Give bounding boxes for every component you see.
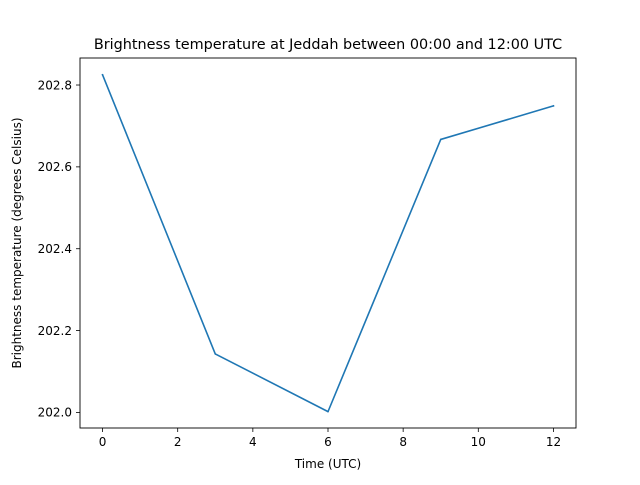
chart-title: Brightness temperature at Jeddah between… bbox=[94, 37, 562, 53]
x-tick-label: 2 bbox=[174, 435, 182, 449]
x-tick-label: 12 bbox=[546, 435, 561, 449]
data-point bbox=[327, 410, 329, 413]
data-point bbox=[552, 105, 555, 107]
data-point bbox=[439, 138, 442, 141]
data-point bbox=[214, 353, 217, 355]
x-tick-label: 0 bbox=[99, 435, 107, 449]
x-axis: 0 2 4 6 8 10 12 bbox=[99, 428, 561, 449]
x-tick-label: 8 bbox=[399, 435, 407, 449]
y-tick-label: 202.0 bbox=[38, 406, 72, 420]
y-axis: 202.0 202.2 202.4 202.6 202.8 bbox=[38, 78, 80, 420]
x-tick-label: 10 bbox=[471, 435, 486, 449]
y-tick-label: 202.6 bbox=[38, 160, 72, 174]
series-layer bbox=[101, 73, 555, 413]
y-tick-label: 202.8 bbox=[38, 78, 72, 92]
x-tick-label: 4 bbox=[249, 435, 257, 449]
y-axis-label: Brightness temperature (degrees Celsius) bbox=[10, 118, 24, 369]
x-tick-label: 6 bbox=[324, 435, 332, 449]
data-point bbox=[101, 73, 104, 76]
y-tick-label: 202.2 bbox=[38, 324, 72, 338]
y-tick-label: 202.4 bbox=[38, 242, 72, 256]
x-axis-label: Time (UTC) bbox=[294, 457, 361, 471]
